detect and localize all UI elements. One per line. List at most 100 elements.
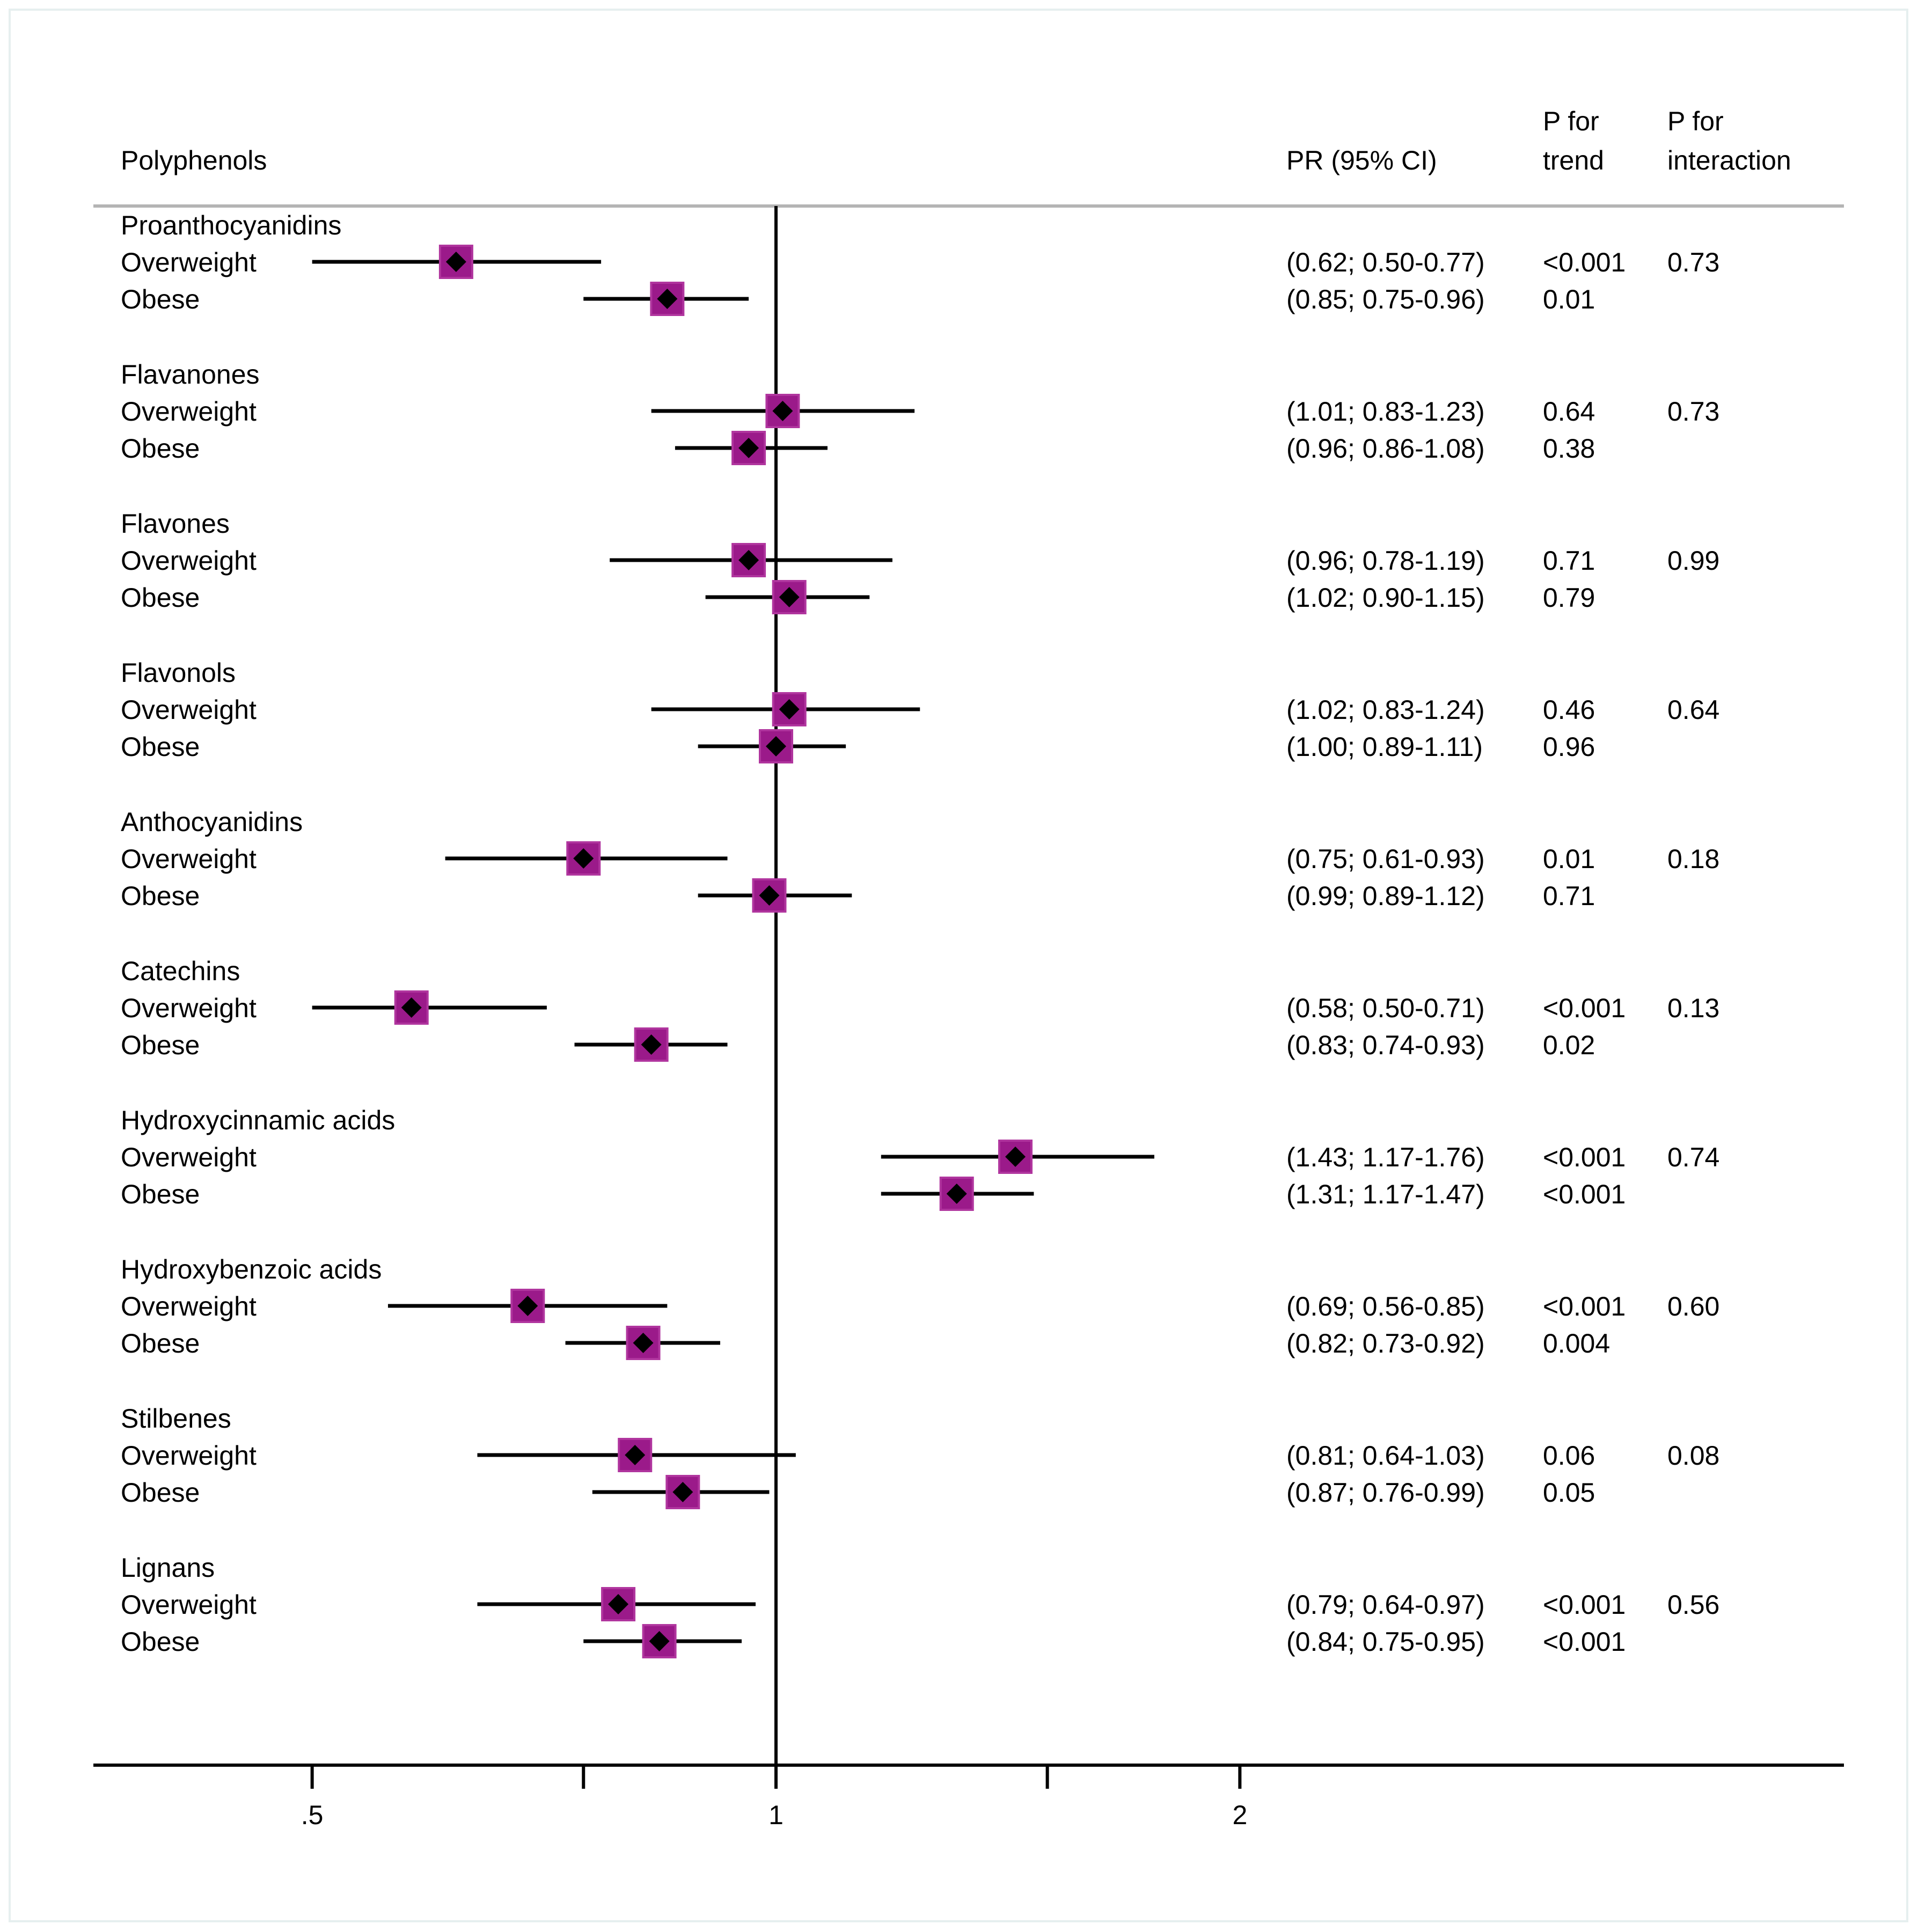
estimate-diamond: [772, 401, 793, 421]
estimate-diamond: [738, 550, 759, 570]
header-p-interaction-line2: interaction: [1667, 145, 1791, 175]
group-hydroxycinnamic-acids: Hydroxycinnamic acids Overweight (1.43; 1.…: [121, 1105, 1719, 1211]
forest-row: Overweight (0.58; 0.50-0.71) <0.001 0.13: [121, 990, 1719, 1025]
pr-ci-value: (1.02; 0.90-1.15): [1286, 583, 1485, 613]
group-lignans: Lignans Overweight (0.79; 0.64-0.97) <0.001…: [121, 1553, 1719, 1658]
row-label: Overweight: [121, 247, 257, 277]
x-axis: .5 1 2: [93, 1764, 1844, 1830]
p-trend-value: 0.01: [1543, 284, 1595, 314]
group-label: Stilbenes: [121, 1404, 231, 1434]
group-label: Hydroxycinnamic acids: [121, 1105, 395, 1135]
forest-row: Obese (1.00; 0.89-1.11) 0.96: [121, 729, 1595, 763]
p-trend-value: <0.001: [1543, 993, 1626, 1023]
row-label: Obese: [121, 1328, 200, 1358]
p-interaction-value: 0.60: [1667, 1291, 1719, 1321]
row-label: Overweight: [121, 1142, 257, 1172]
forest-row: Obese (0.99; 0.89-1.12) 0.71: [121, 878, 1595, 913]
row-label: Obese: [121, 583, 200, 613]
pr-ci-value: (0.83; 0.74-0.93): [1286, 1030, 1485, 1060]
p-trend-value: 0.004: [1543, 1328, 1610, 1358]
p-trend-value: <0.001: [1543, 1627, 1626, 1657]
group-stilbenes: Stilbenes Overweight (0.81; 0.64-1.03) 0.06…: [121, 1404, 1719, 1509]
pr-ci-value: (1.00; 0.89-1.11): [1286, 732, 1483, 762]
row-label: Obese: [121, 1478, 200, 1508]
pr-ci-value: (0.62; 0.50-0.77): [1286, 247, 1485, 277]
x-tick-label: 2: [1232, 1800, 1247, 1830]
forest-row: Obese (1.02; 0.90-1.15) 0.79: [121, 580, 1595, 614]
x-tick-label: .5: [301, 1800, 324, 1830]
pr-ci-value: (0.82; 0.73-0.92): [1286, 1328, 1485, 1358]
figure-frame: [9, 9, 1908, 1922]
row-label: Obese: [121, 434, 200, 464]
row-label: Obese: [121, 732, 200, 762]
group-label: Lignans: [121, 1553, 215, 1583]
header-p-trend-line1: P for: [1543, 106, 1599, 136]
p-trend-value: 0.01: [1543, 844, 1595, 874]
forest-row: Overweight (1.43; 1.17-1.76) <0.001 0.74: [121, 1140, 1719, 1174]
group-flavanones: Flavanones Overweight (1.01; 0.83-1.23) 0.6…: [121, 359, 1719, 465]
row-label: Obese: [121, 1179, 200, 1209]
group-flavones: Flavones Overweight (0.96; 0.78-1.19) 0.71 0…: [121, 509, 1719, 614]
pr-ci-value: (1.43; 1.17-1.76): [1286, 1142, 1485, 1172]
estimate-diamond: [641, 1034, 662, 1055]
group-proanthocyanidins: Proanthocyanidins Overweight (0.62; 0.50-0…: [121, 210, 1719, 316]
forest-row: Obese (0.82; 0.73-0.92) 0.004: [121, 1326, 1610, 1360]
p-interaction-value: 0.74: [1667, 1142, 1719, 1172]
pr-ci-value: (1.02; 0.83-1.24): [1286, 695, 1485, 725]
group-label: Flavonols: [121, 658, 236, 688]
p-interaction-value: 0.73: [1667, 247, 1719, 277]
estimate-diamond: [1005, 1147, 1026, 1167]
p-trend-value: 0.71: [1543, 546, 1595, 576]
estimate-diamond: [625, 1445, 646, 1465]
p-trend-value: 0.71: [1543, 881, 1595, 911]
forest-row: Overweight (0.62; 0.50-0.77) <0.001 0.73: [121, 245, 1719, 279]
pr-ci-value: (0.79; 0.64-0.97): [1286, 1590, 1485, 1620]
p-interaction-value: 0.56: [1667, 1590, 1719, 1620]
estimate-box: [510, 1289, 545, 1323]
p-interaction-value: 0.13: [1667, 993, 1719, 1023]
group-anthocyanidins: Anthocyanidins Overweight (0.75; 0.61-0.93…: [121, 807, 1719, 913]
p-trend-value: 0.96: [1543, 732, 1595, 762]
header-pr-ci: PR (95% CI): [1286, 145, 1437, 175]
header-p-interaction-line1: P for: [1667, 106, 1724, 136]
row-label: Obese: [121, 881, 200, 911]
estimate-diamond: [672, 1482, 693, 1502]
p-interaction-value: 0.73: [1667, 396, 1719, 427]
forest-row: Overweight (0.69; 0.56-0.85) <0.001 0.60: [121, 1289, 1719, 1323]
row-label: Obese: [121, 1030, 200, 1060]
forest-row: Overweight (1.02; 0.83-1.24) 0.46 0.64: [121, 692, 1719, 726]
forest-row: Overweight (0.96; 0.78-1.19) 0.71 0.99: [121, 543, 1719, 577]
group-label: Proanthocyanidins: [121, 210, 341, 240]
pr-ci-value: (0.96; 0.86-1.08): [1286, 434, 1485, 464]
pr-ci-value: (0.99; 0.89-1.12): [1286, 881, 1485, 911]
p-trend-value: <0.001: [1543, 1291, 1626, 1321]
p-trend-value: 0.02: [1543, 1030, 1595, 1060]
group-label: Hydroxybenzoic acids: [121, 1254, 382, 1284]
estimate-diamond: [946, 1184, 967, 1204]
group-label: Catechins: [121, 956, 240, 986]
pr-ci-value: (0.96; 0.78-1.19): [1286, 546, 1485, 576]
header-p-trend-line2: trend: [1543, 145, 1604, 175]
estimate-diamond: [766, 736, 786, 756]
row-label: Overweight: [121, 844, 257, 874]
p-interaction-value: 0.18: [1667, 844, 1719, 874]
p-interaction-value: 0.64: [1667, 695, 1719, 725]
pr-ci-value: (0.85; 0.75-0.96): [1286, 284, 1485, 314]
group-hydroxybenzoic-acids: Hydroxybenzoic acids Overweight (0.69; 0.5…: [121, 1254, 1719, 1360]
group-catechins: Catechins Overweight (0.58; 0.50-0.71) <0.0…: [121, 956, 1719, 1062]
estimate-diamond: [401, 997, 422, 1018]
group-label: Flavones: [121, 509, 230, 539]
estimate-box: [765, 394, 800, 428]
p-trend-value: 0.46: [1543, 695, 1595, 725]
forest-row: Overweight (1.01; 0.83-1.23) 0.64 0.73: [121, 394, 1719, 428]
estimate-diamond: [608, 1594, 629, 1614]
p-interaction-value: 0.99: [1667, 546, 1719, 576]
forest-row: Obese (0.83; 0.74-0.93) 0.02: [121, 1027, 1595, 1062]
pr-ci-value: (0.87; 0.76-0.99): [1286, 1478, 1485, 1508]
estimate-diamond: [779, 699, 800, 719]
estimate-diamond: [517, 1296, 538, 1316]
row-label: Overweight: [121, 1291, 257, 1321]
estimate-diamond: [633, 1333, 654, 1353]
p-trend-value: <0.001: [1543, 247, 1626, 277]
